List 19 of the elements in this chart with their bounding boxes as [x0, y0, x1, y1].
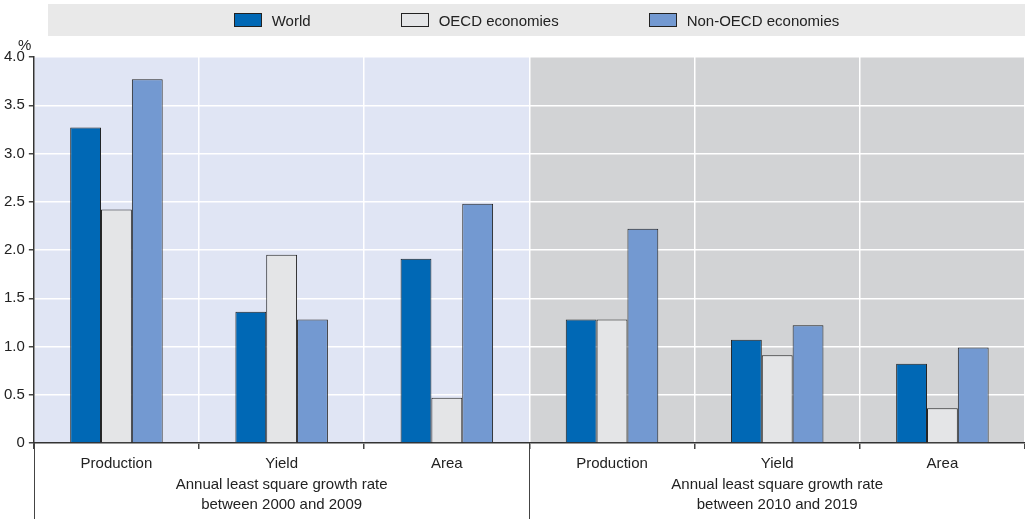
- text: Annual least square growth rate between 2000 and 2009: [175, 474, 388, 512]
- legend-label: World: [271, 11, 311, 29]
- y-tick-label: 2.5: [3, 191, 25, 209]
- y-tick-label: 0: [16, 433, 25, 451]
- y-tick-label: 2.0: [3, 240, 25, 258]
- x-tick-label: Yield: [760, 454, 794, 472]
- x-tick-label: Area: [926, 454, 959, 472]
- text: Annual least square growth rate between 2010 and 2019: [671, 474, 884, 512]
- y-tick-label: 1.5: [3, 288, 25, 306]
- y-tick-label: 1.0: [3, 336, 25, 354]
- legend-label: OECD economies: [438, 11, 559, 29]
- y-tick-label: 3.5: [3, 95, 25, 113]
- x-tick-label: Yield: [265, 454, 299, 472]
- x-tick-label: Production: [576, 454, 648, 472]
- y-tick-label: 0.5: [3, 384, 25, 402]
- y-tick-label: 3.0: [3, 143, 25, 161]
- x-tick-label: Area: [430, 454, 464, 472]
- x-tick-label: Production: [80, 454, 153, 472]
- legend-label: Non-OECD economies: [686, 11, 840, 29]
